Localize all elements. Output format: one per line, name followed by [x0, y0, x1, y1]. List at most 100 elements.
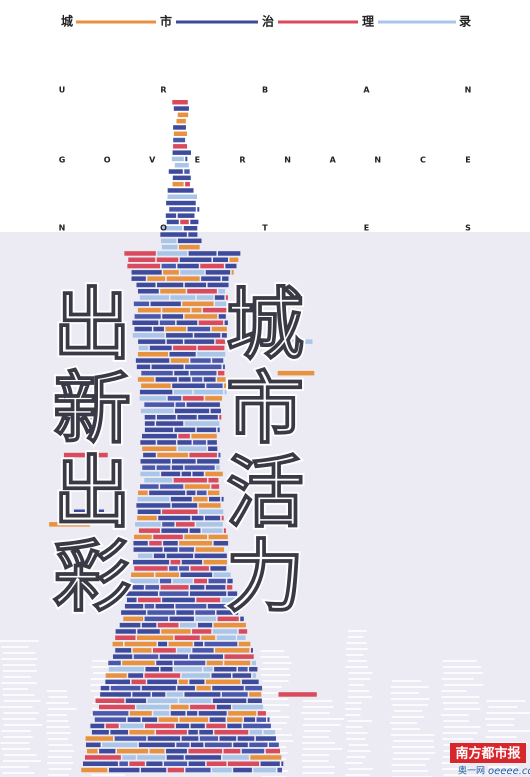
skyline-strip	[391, 728, 421, 730]
tower-bar	[196, 685, 211, 691]
english-letter: R	[239, 156, 245, 165]
tower-bar	[174, 667, 202, 672]
tower-bar	[160, 667, 173, 672]
skyline-strip	[345, 726, 363, 728]
tower-stray	[71, 415, 104, 420]
tower-bar	[161, 629, 191, 634]
english-letter: N	[59, 224, 66, 233]
tower-bar	[169, 352, 196, 357]
tower-bar	[84, 755, 121, 760]
tower-bar	[130, 578, 159, 584]
skyline-strip	[262, 662, 292, 664]
tower-bar	[91, 730, 109, 735]
english-letter: E	[465, 156, 470, 165]
tower-bar	[138, 345, 149, 351]
tower-bar	[178, 433, 190, 439]
skyline-strip	[347, 720, 372, 722]
tower-bar	[188, 748, 223, 754]
skyline-strip	[345, 732, 368, 734]
skyline-strip	[47, 738, 69, 740]
skyline-strip	[488, 766, 518, 768]
tower-bar	[156, 415, 176, 420]
tower-bar	[251, 660, 256, 666]
tower-bar	[213, 541, 229, 546]
tower-bar	[225, 295, 228, 300]
tower-bar	[173, 137, 186, 143]
tower-bar	[144, 673, 181, 678]
skyline-strip	[348, 630, 367, 632]
tower-bar	[162, 522, 175, 527]
tower-bar	[196, 427, 217, 433]
tower-bar	[139, 396, 167, 401]
skyline-strip	[348, 768, 373, 770]
skyline-strip	[348, 744, 369, 746]
skyline-strip	[2, 772, 35, 774]
skyline-strip	[346, 654, 364, 656]
tower-bar	[146, 761, 163, 766]
tower-bar	[212, 257, 228, 262]
tower-bar	[165, 748, 187, 754]
skyline-strip	[485, 718, 515, 720]
tower-bar	[198, 320, 224, 325]
tower-bar	[255, 736, 276, 741]
tower-bar	[138, 339, 166, 344]
tower-bar	[166, 339, 183, 344]
skyline-strip	[301, 760, 329, 762]
tower-bar	[141, 383, 171, 388]
tower-bar	[221, 496, 224, 502]
tower-bar	[227, 591, 238, 596]
tower-bar	[267, 717, 270, 722]
skyline-strip	[261, 686, 282, 688]
english-letter: B	[262, 86, 268, 95]
tower-bar	[217, 370, 225, 376]
tower-bar	[233, 742, 248, 748]
tower-bar	[214, 295, 225, 300]
tower-bar	[221, 597, 237, 603]
tower-bar	[147, 610, 175, 615]
tower-bar	[191, 515, 204, 521]
skyline-strip	[345, 774, 370, 776]
tower-bar	[162, 597, 195, 603]
tower-bar	[210, 408, 221, 414]
tower-bar	[203, 559, 227, 565]
skyline-strip	[443, 774, 481, 776]
headline-char-halo: 力	[226, 532, 304, 622]
tower-bar	[105, 673, 127, 678]
tower-bar	[198, 711, 227, 716]
tower-bar	[190, 370, 217, 376]
tower-bar	[176, 320, 198, 325]
tower-bar	[132, 333, 165, 338]
tower-bar	[112, 654, 133, 659]
tower-bar	[105, 723, 119, 729]
tower-bar	[222, 755, 249, 760]
skyline-strip	[442, 666, 482, 668]
tower-bar	[224, 660, 251, 666]
tower-bar	[144, 604, 155, 609]
tower-bar	[227, 578, 233, 584]
tower-bar	[108, 767, 140, 773]
tower-bar	[193, 496, 208, 502]
tower-bar	[212, 767, 232, 773]
tower-bar	[137, 352, 168, 357]
tower-bar	[137, 289, 159, 294]
english-letter: N	[374, 156, 381, 165]
tower-bar	[179, 547, 194, 552]
skyline-strip	[345, 714, 361, 716]
skyline-strip	[262, 704, 290, 706]
tower-bar	[140, 484, 159, 489]
english-letter: A	[330, 156, 337, 165]
tower-bar	[203, 667, 213, 672]
english-letter: E	[364, 224, 369, 233]
tower-bar	[142, 446, 177, 451]
skyline-strip	[260, 692, 286, 694]
skyline-strip	[345, 762, 363, 764]
tower-bar	[208, 446, 218, 451]
tower-bar	[249, 742, 268, 748]
skyline-strip	[440, 714, 469, 716]
tower-bar	[167, 194, 198, 199]
skyline-strip	[260, 674, 291, 676]
tower-bar	[177, 446, 207, 451]
tower-bar	[141, 685, 176, 691]
tower-bar	[150, 301, 181, 307]
tower-bar	[156, 730, 187, 735]
